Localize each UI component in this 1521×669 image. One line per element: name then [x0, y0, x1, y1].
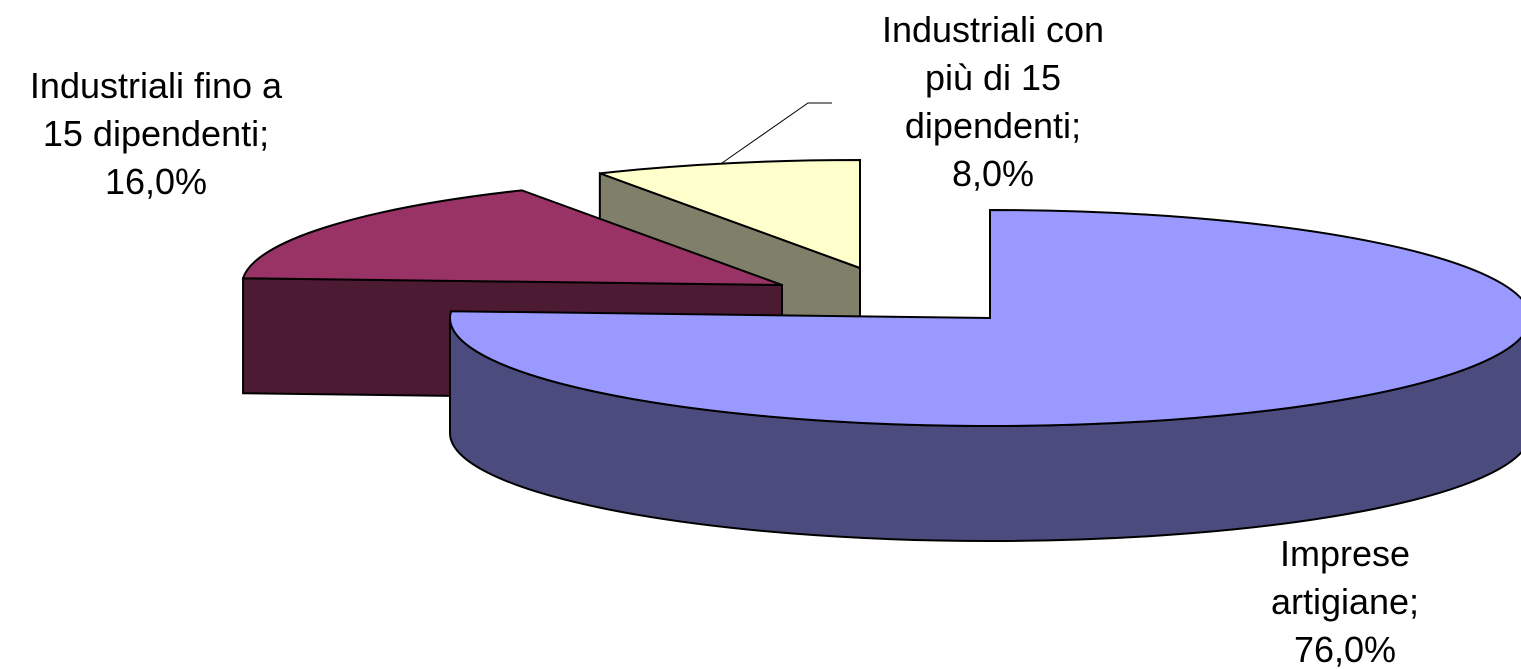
label-separator: ; — [1071, 105, 1082, 146]
slice — [599, 158, 861, 270]
label-category: Imprese artigiane — [1270, 533, 1411, 622]
data-label: Industriali fino a 15 dipendenti; 16,0% — [25, 62, 287, 206]
leader-line — [721, 102, 832, 164]
slice — [241, 189, 783, 286]
label-value: 16,0% — [104, 161, 208, 202]
label-value: 8,0% — [951, 153, 1035, 194]
label-separator: ; — [1409, 581, 1420, 622]
label-category: Industriali con più di 15 dipendenti — [881, 9, 1105, 146]
label-category: Industriali fino a 15 dipendenti — [29, 65, 283, 154]
label-separator: ; — [259, 113, 270, 154]
data-label: Industriali con più di 15 dipendenti; 8,0… — [853, 6, 1133, 198]
data-label: Imprese artigiane; 76,0% — [1235, 530, 1455, 669]
slice — [449, 208, 1521, 427]
label-value: 76,0% — [1293, 629, 1397, 669]
